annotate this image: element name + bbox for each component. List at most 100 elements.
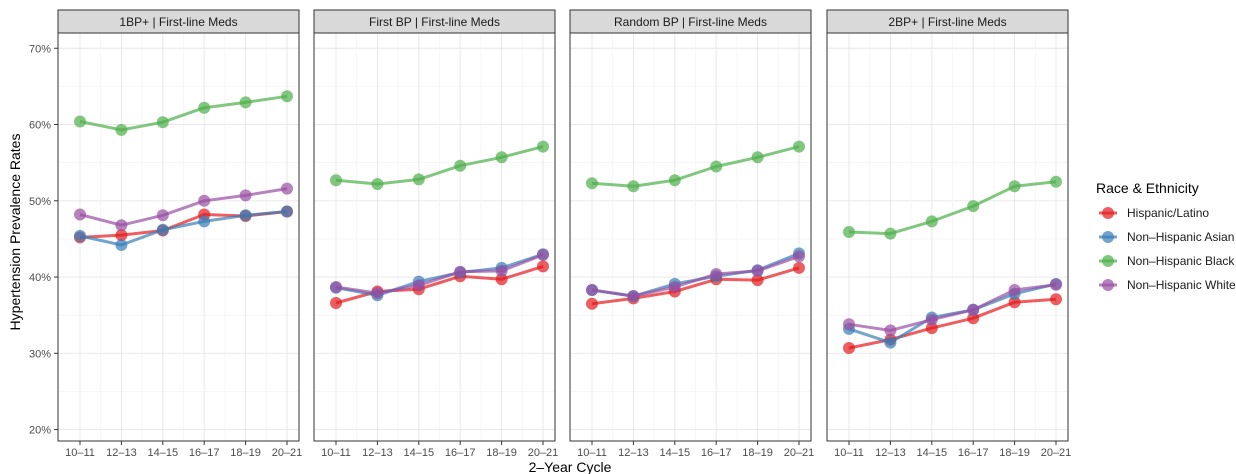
y-axis-ticks: 20% 30% 40% 50% 60% 70%: [29, 43, 58, 437]
data-point: [74, 208, 86, 221]
data-point: [793, 140, 805, 153]
legend-key-point: [1102, 255, 1114, 267]
y-tick-label: 60%: [29, 120, 51, 132]
data-point: [537, 248, 549, 261]
data-point: [330, 281, 342, 293]
data-point: [156, 223, 169, 236]
data-point: [454, 159, 467, 172]
data-point: [967, 303, 980, 316]
data-point: [156, 209, 169, 222]
data-point: [843, 226, 855, 238]
panel-border: [826, 32, 1069, 442]
data-point: [115, 123, 128, 136]
data-point: [281, 205, 293, 218]
data-point: [751, 151, 764, 164]
data-point: [115, 239, 128, 251]
x-tick-label: 20–21: [1041, 447, 1072, 459]
facet-strip-label: First BP | First-line Meds: [369, 15, 500, 29]
legend-entry-label: Hispanic/Latino: [1127, 206, 1209, 220]
data-point: [115, 229, 128, 242]
facet-strip-label: 2BP+ | First-line Meds: [888, 15, 1006, 29]
data-point: [843, 342, 855, 354]
data-point: [371, 178, 384, 190]
series-line: [79, 187, 288, 227]
facet-strip-label: 1BP+ | First-line Meds: [119, 15, 237, 29]
data-point: [710, 160, 723, 173]
data-point: [751, 264, 764, 277]
data-point: [586, 284, 598, 296]
data-point: [198, 215, 211, 228]
data-point: [281, 90, 293, 103]
data-point: [1050, 293, 1062, 306]
data-point: [1008, 296, 1021, 309]
data-point: [967, 312, 980, 325]
panel-background: [827, 33, 1068, 441]
series-line: [79, 94, 288, 132]
x-tick-label: 16–17: [701, 447, 732, 459]
data-point: [925, 313, 938, 326]
data-point: [627, 290, 640, 303]
data-point: [1050, 278, 1062, 291]
data-point: [454, 265, 467, 278]
panel-background: [570, 33, 811, 441]
data-point: [239, 96, 252, 109]
series-line: [591, 266, 800, 306]
series-line: [335, 145, 544, 186]
legend-entry-label: Non–Hispanic White: [1127, 278, 1236, 292]
data-point: [74, 115, 86, 128]
series-line: [591, 145, 800, 188]
series-line: [848, 180, 1057, 236]
y-tick-label: 30%: [29, 348, 51, 360]
data-point: [884, 336, 897, 349]
y-axis-title: Hypertension Prevalence Rates: [7, 134, 23, 331]
panel-background: [314, 33, 555, 441]
series-line: [848, 283, 1057, 332]
facet-panel: Random BP | First-line Meds 10–11 12–13 14–…: [569, 9, 815, 459]
x-tick-label: 16–17: [445, 447, 476, 459]
x-tick-label: 14–15: [660, 447, 691, 459]
x-tick-label: 16–17: [958, 447, 989, 459]
data-point: [281, 182, 293, 195]
x-tick-label: 14–15: [148, 447, 179, 459]
data-point: [627, 180, 640, 193]
data-point: [371, 287, 384, 300]
data-point: [239, 189, 252, 202]
x-tick-label: 10–11: [834, 447, 864, 459]
y-tick-label: 70%: [29, 43, 51, 55]
data-point: [793, 261, 805, 274]
data-point: [74, 229, 86, 242]
data-point: [412, 279, 425, 292]
series-line: [79, 210, 288, 247]
data-point: [1008, 180, 1021, 193]
data-point: [884, 227, 897, 240]
x-tick-label: 18–19: [486, 447, 517, 459]
data-point: [710, 268, 723, 280]
panel-border: [313, 32, 556, 442]
legend-entry-label: Non–Hispanic Asian: [1127, 230, 1234, 244]
data-point: [537, 140, 549, 153]
data-point: [198, 101, 211, 114]
data-point: [586, 177, 598, 190]
x-tick-label: 14–15: [917, 447, 948, 459]
data-point: [751, 274, 764, 287]
x-tick-label: 10–11: [577, 447, 607, 459]
data-point: [1008, 284, 1021, 296]
x-tick-label: 20–21: [784, 447, 815, 459]
data-point: [925, 322, 938, 335]
x-tick-label: 14–15: [404, 447, 435, 459]
x-tick-label: 10–11: [65, 447, 95, 459]
data-point: [412, 173, 425, 186]
data-point: [843, 318, 855, 331]
y-tick-label: 50%: [29, 196, 51, 208]
panel-border: [57, 32, 300, 442]
data-point: [668, 174, 681, 187]
data-point: [884, 324, 897, 337]
x-tick-label: 12–13: [106, 447, 137, 459]
data-point: [668, 281, 681, 293]
data-point: [495, 151, 508, 164]
data-point: [330, 297, 342, 309]
data-point: [793, 250, 805, 263]
facet-panels: 1BP+ | First-line Meds 10–11 12–13 14–15 16–…: [57, 9, 1072, 459]
legend: Race & Ethnicity Hispanic/Latino Non–Hisp…: [1096, 180, 1236, 292]
